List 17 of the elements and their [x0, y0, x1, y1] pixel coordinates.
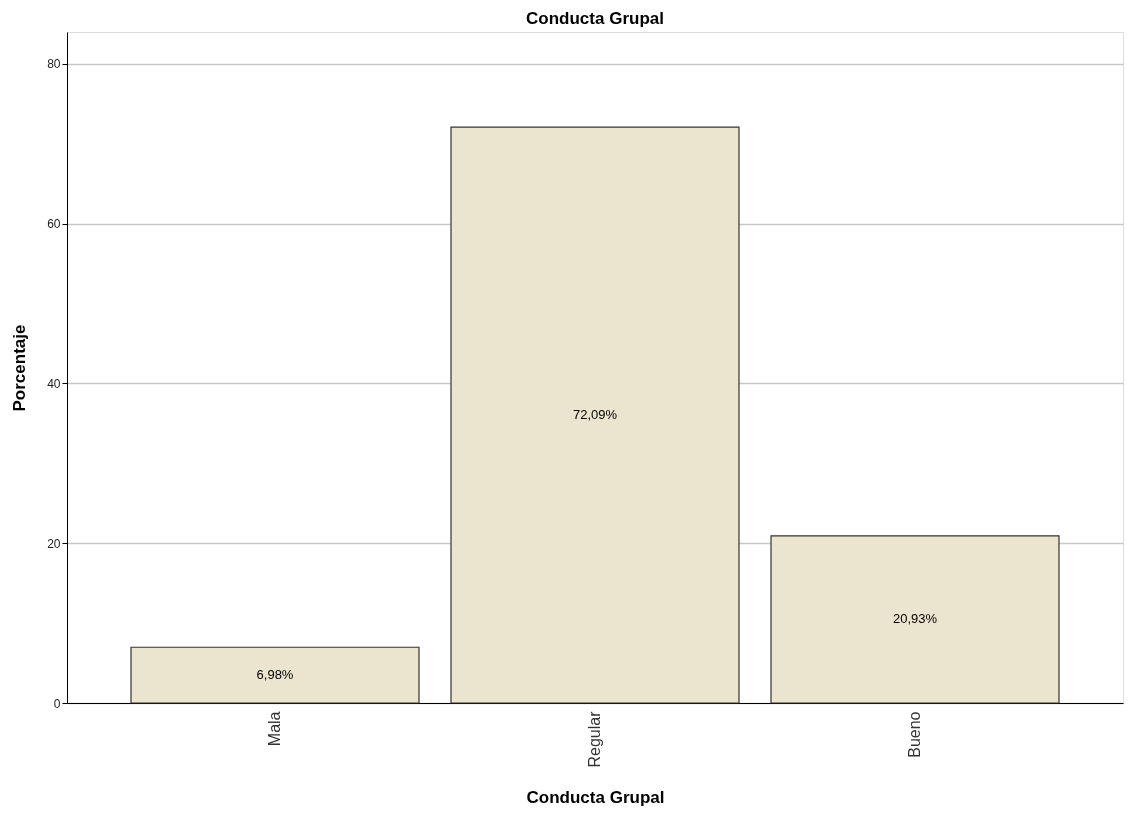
y-tick-label: 40 — [47, 376, 61, 391]
x-tick-label: Mala — [266, 711, 283, 747]
bar — [450, 126, 740, 704]
bar — [770, 535, 1060, 704]
y-tick-label: 60 — [47, 217, 61, 232]
x-tick-label: Regular — [586, 710, 603, 768]
y-axis-title: Porcentaje — [10, 324, 30, 412]
chart-title: Conducta Grupal — [526, 9, 664, 28]
bar — [130, 646, 420, 704]
data-label: 6,98% — [256, 667, 294, 683]
y-tick-label: 20 — [47, 536, 61, 551]
data-label: 72,09% — [572, 407, 618, 423]
x-axis-title: Conducta Grupal — [526, 787, 665, 807]
data-label: 20,93% — [892, 611, 938, 627]
x-tick-label: Bueno — [906, 711, 923, 758]
y-tick-label: 80 — [47, 57, 61, 72]
y-tick-label: 0 — [53, 696, 61, 711]
